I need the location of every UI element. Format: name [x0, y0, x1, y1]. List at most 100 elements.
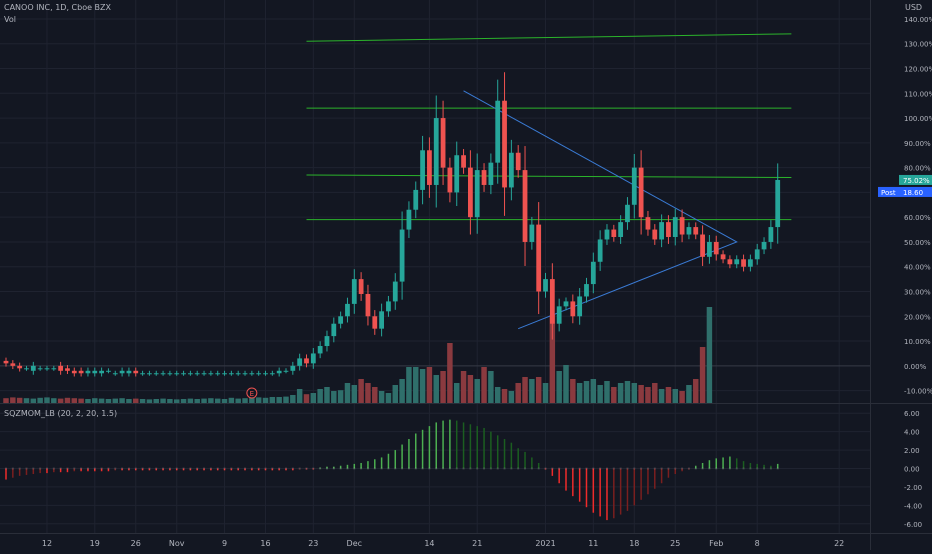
- volume-bar: [474, 379, 480, 403]
- candle-body: [208, 373, 214, 375]
- candles: [3, 72, 781, 377]
- volume-bar: [481, 367, 487, 403]
- candle-body: [338, 316, 344, 324]
- momentum-dot: [612, 467, 615, 470]
- indicator-tick-label: 4.00: [904, 429, 920, 437]
- momentum-dot: [107, 467, 110, 470]
- momentum-dot: [32, 467, 35, 470]
- volume-bar: [372, 387, 378, 403]
- candle-body: [351, 279, 357, 304]
- volume-bar: [249, 397, 255, 403]
- volume-bar: [358, 379, 364, 403]
- momentum-dot: [305, 467, 308, 470]
- volume-bar: [529, 379, 535, 403]
- momentum-dot: [100, 467, 103, 470]
- momentum-dot: [619, 467, 622, 470]
- time-tick-label: 22: [834, 539, 844, 548]
- candle-body: [379, 311, 384, 329]
- candle-body: [365, 293, 371, 317]
- momentum-dot: [141, 467, 144, 470]
- volume-bar: [556, 371, 562, 403]
- momentum-dot: [660, 467, 663, 470]
- volume-bar: [406, 367, 412, 403]
- candle-body: [235, 373, 241, 375]
- candle-body: [174, 373, 180, 375]
- candle-body: [78, 370, 84, 374]
- volume-bar: [317, 389, 323, 403]
- time-tick-label: 8: [755, 539, 760, 548]
- candle-body: [563, 301, 569, 307]
- volume-bar: [167, 399, 173, 403]
- candle-body: [194, 373, 200, 375]
- momentum-dot: [435, 467, 438, 470]
- volume-bar: [419, 369, 426, 403]
- volume-bar: [652, 383, 658, 403]
- momentum-dot: [653, 467, 656, 470]
- volume-bar: [344, 383, 351, 403]
- candle-body: [331, 323, 337, 337]
- horizontal-levels: [306, 33, 792, 221]
- price-tick-label: 140.00%: [904, 16, 932, 24]
- price-tags: 75.02% Post 18.60 E: [246, 174, 932, 399]
- momentum-dot: [39, 467, 42, 470]
- volume-bar: [105, 399, 112, 403]
- volume-bar: [262, 397, 269, 403]
- volume-bar: [706, 307, 713, 403]
- momentum-dot: [605, 467, 608, 470]
- volume-bar: [160, 398, 166, 403]
- volume-bar: [112, 398, 118, 403]
- momentum-dot: [769, 467, 772, 470]
- candle-body: [447, 167, 453, 193]
- price-tick-label: 90.00%: [904, 140, 931, 148]
- volume-bar: [440, 371, 446, 403]
- volume-bar: [392, 385, 398, 403]
- time-tick-label: 2021: [535, 539, 555, 548]
- momentum-dot: [421, 467, 424, 470]
- indicator-legend[interactable]: SQZMOM_LB (20, 2, 20, 1.5): [4, 409, 118, 418]
- volume-bar: [78, 398, 84, 403]
- volume-bar: [583, 381, 590, 403]
- volume-bar: [290, 395, 296, 403]
- momentum-dot: [257, 467, 260, 470]
- volume-bar: [57, 398, 64, 403]
- candle-body: [133, 370, 139, 374]
- momentum-dot: [394, 467, 397, 470]
- momentum-dot: [80, 467, 83, 470]
- momentum-dot: [407, 467, 410, 470]
- volume-bar: [37, 397, 43, 403]
- momentum-dot: [530, 467, 533, 470]
- price-tick-label: -10.00%: [904, 388, 932, 396]
- momentum-dot: [592, 467, 595, 470]
- volume-bar: [604, 381, 610, 403]
- candle-body: [543, 279, 548, 292]
- candle-body: [242, 373, 248, 375]
- candle-body: [679, 217, 685, 235]
- volume-bar: [576, 383, 583, 403]
- momentum-dot: [428, 467, 431, 470]
- volume-bar: [98, 398, 105, 403]
- volume-bar: [331, 391, 337, 403]
- momentum-dot: [189, 467, 192, 470]
- time-tick-label: 25: [670, 539, 680, 548]
- momentum-dot: [5, 467, 7, 470]
- momentum-dot: [271, 467, 274, 470]
- price-tick-label: 120.00%: [904, 66, 932, 74]
- momentum-dot: [114, 467, 117, 470]
- momentum-dot: [462, 467, 465, 470]
- time-tick-label: Dec: [347, 539, 362, 548]
- momentum-dot: [565, 467, 567, 470]
- candle-body: [768, 227, 774, 242]
- candle-body: [625, 204, 630, 223]
- candle-body: [372, 316, 378, 329]
- volume-bar: [508, 391, 515, 403]
- time-tick-label: 19: [90, 539, 100, 548]
- indicator-tick-label: 6.00: [904, 410, 920, 418]
- volume-bar: [351, 385, 358, 403]
- momentum-dot: [701, 467, 704, 470]
- momentum-dot: [291, 467, 294, 470]
- candle-body: [119, 370, 125, 374]
- candle-body: [58, 365, 64, 371]
- momentum-dot: [571, 467, 574, 470]
- candle-body: [3, 360, 9, 364]
